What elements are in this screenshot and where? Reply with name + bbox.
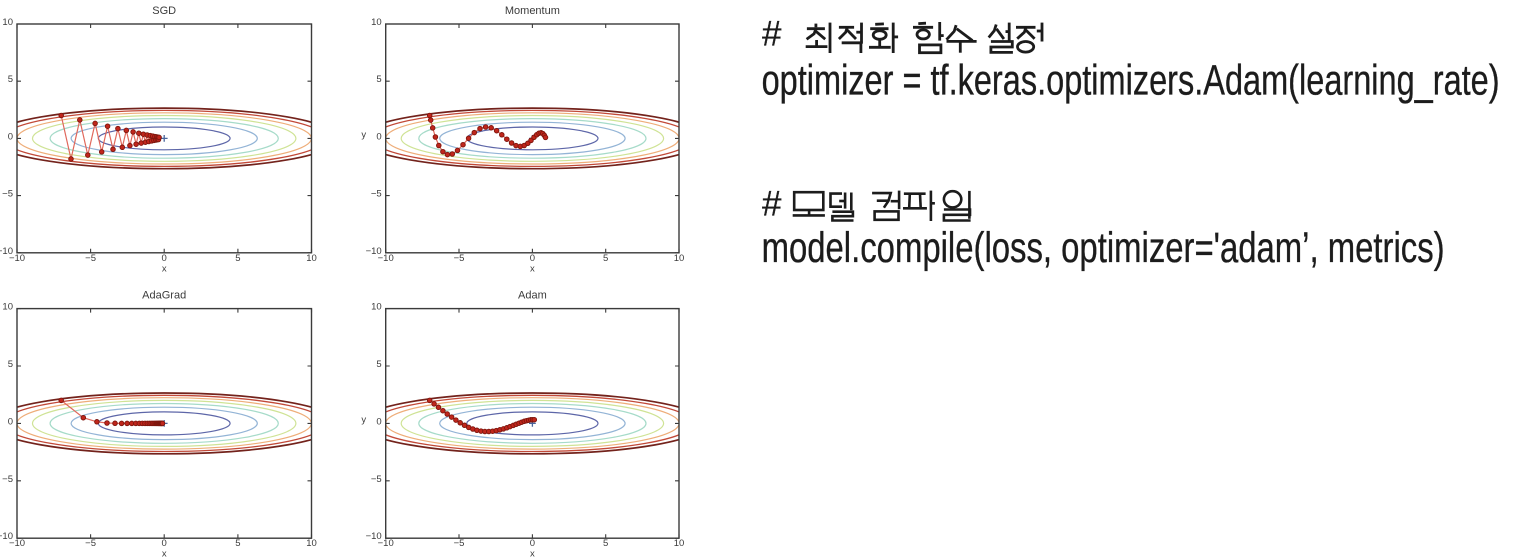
svg-text:−5: −5 — [371, 474, 382, 485]
svg-text:y: y — [361, 129, 366, 140]
svg-text:model.compile(loss, optimizer=: model.compile(loss, optimizer='adam’, me… — [762, 225, 1445, 272]
svg-text:Momentum: Momentum — [505, 5, 560, 17]
svg-text:10: 10 — [2, 17, 13, 28]
svg-text:0: 0 — [376, 416, 381, 427]
svg-text:−10: −10 — [378, 538, 394, 549]
svg-text:−10: −10 — [9, 538, 25, 549]
svg-text:10: 10 — [371, 302, 382, 313]
svg-text:−5: −5 — [371, 189, 382, 200]
svg-text:−10: −10 — [378, 253, 394, 264]
svg-text:−5: −5 — [454, 253, 465, 264]
svg-text:−10: −10 — [0, 531, 13, 542]
svg-text:5: 5 — [235, 538, 240, 549]
svg-text:10: 10 — [306, 253, 317, 264]
svg-text:#: # — [762, 15, 782, 54]
svg-text:optimizer = tf.keras.optimizer: optimizer = tf.keras.optimizers.Adam(lea… — [762, 58, 1500, 105]
svg-text:10: 10 — [2, 302, 13, 313]
svg-text:10: 10 — [306, 538, 317, 549]
svg-text:−5: −5 — [454, 538, 465, 549]
svg-text:x: x — [530, 263, 535, 274]
svg-text:10: 10 — [371, 17, 382, 28]
svg-text:5: 5 — [8, 74, 13, 85]
svg-text:x: x — [162, 263, 167, 274]
svg-text:−10: −10 — [9, 253, 25, 264]
svg-text:0: 0 — [162, 253, 167, 264]
svg-text:SGD: SGD — [152, 5, 176, 17]
svg-text:5: 5 — [8, 359, 13, 370]
svg-text:5: 5 — [235, 253, 240, 264]
svg-text:10: 10 — [674, 538, 685, 549]
svg-text:−5: −5 — [2, 474, 13, 485]
svg-text:−10: −10 — [0, 246, 13, 257]
svg-text:10: 10 — [674, 253, 685, 264]
svg-text:5: 5 — [376, 359, 381, 370]
svg-text:y: y — [361, 414, 366, 425]
svg-text:0: 0 — [376, 131, 381, 142]
svg-text:Adam: Adam — [518, 289, 547, 301]
svg-text:0: 0 — [8, 131, 13, 142]
svg-text:0: 0 — [530, 538, 535, 549]
svg-text:0: 0 — [8, 416, 13, 427]
svg-text:−5: −5 — [85, 538, 96, 549]
svg-text:−5: −5 — [85, 253, 96, 264]
svg-text:5: 5 — [603, 253, 608, 264]
svg-text:0: 0 — [530, 253, 535, 264]
svg-text:0: 0 — [162, 538, 167, 549]
svg-text:−10: −10 — [366, 246, 382, 257]
svg-text:x: x — [162, 549, 167, 559]
svg-text:−10: −10 — [366, 531, 382, 542]
svg-text:AdaGrad: AdaGrad — [142, 289, 186, 301]
svg-text:5: 5 — [376, 74, 381, 85]
svg-text:5: 5 — [603, 538, 608, 549]
svg-text:−5: −5 — [2, 189, 13, 200]
svg-text:#: # — [762, 185, 782, 224]
svg-text:x: x — [530, 549, 535, 559]
